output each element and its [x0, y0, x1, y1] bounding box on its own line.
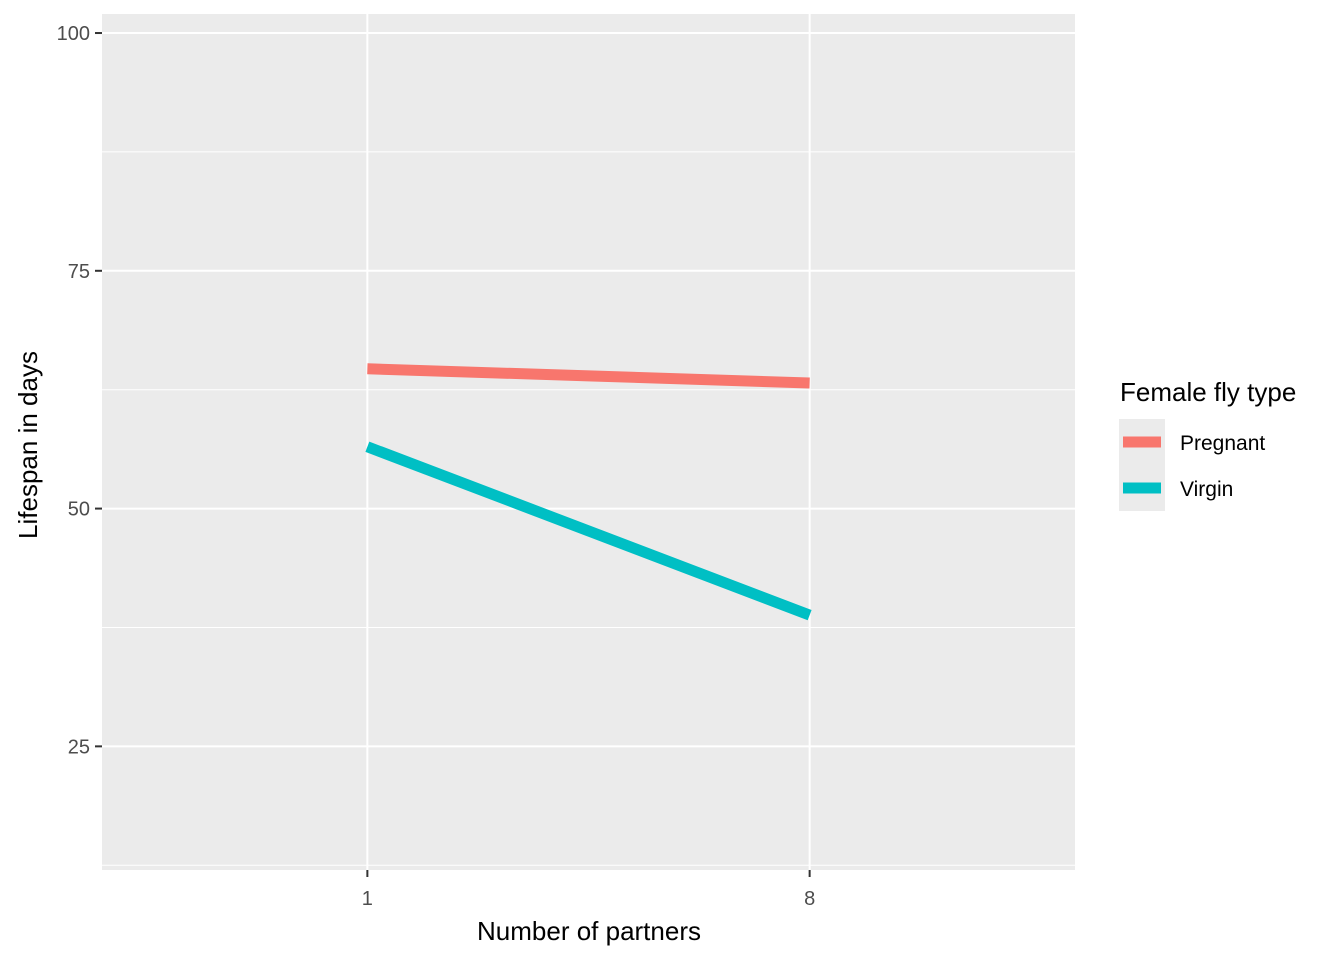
legend-items: Pregnant Virgin [1119, 419, 1265, 511]
x-tick-label: 1 [362, 888, 373, 910]
y-axis: 25 50 75 100 [57, 23, 102, 758]
series-line-virgin [365, 441, 812, 621]
legend: Female fly type Pregnant Virgin [1119, 377, 1296, 511]
y-tick-label: 50 [68, 499, 90, 521]
y-tick-label: 25 [68, 736, 90, 758]
series-line-pregnant [367, 363, 810, 389]
series-lines [365, 363, 812, 621]
legend-label-virgin: Virgin [1180, 478, 1233, 501]
legend-title: Female fly type [1120, 377, 1296, 407]
y-axis-title: Lifespan in days [13, 351, 43, 539]
x-axis-title: Number of partners [477, 916, 701, 946]
x-tick-label: 8 [804, 888, 815, 910]
major-gridlines [102, 14, 1075, 870]
y-tick-label: 75 [68, 261, 90, 283]
minor-gridlines [102, 151, 1075, 866]
legend-label-pregnant: Pregnant [1180, 432, 1265, 455]
y-tick-label: 100 [57, 23, 90, 45]
plot-panel [102, 14, 1075, 870]
